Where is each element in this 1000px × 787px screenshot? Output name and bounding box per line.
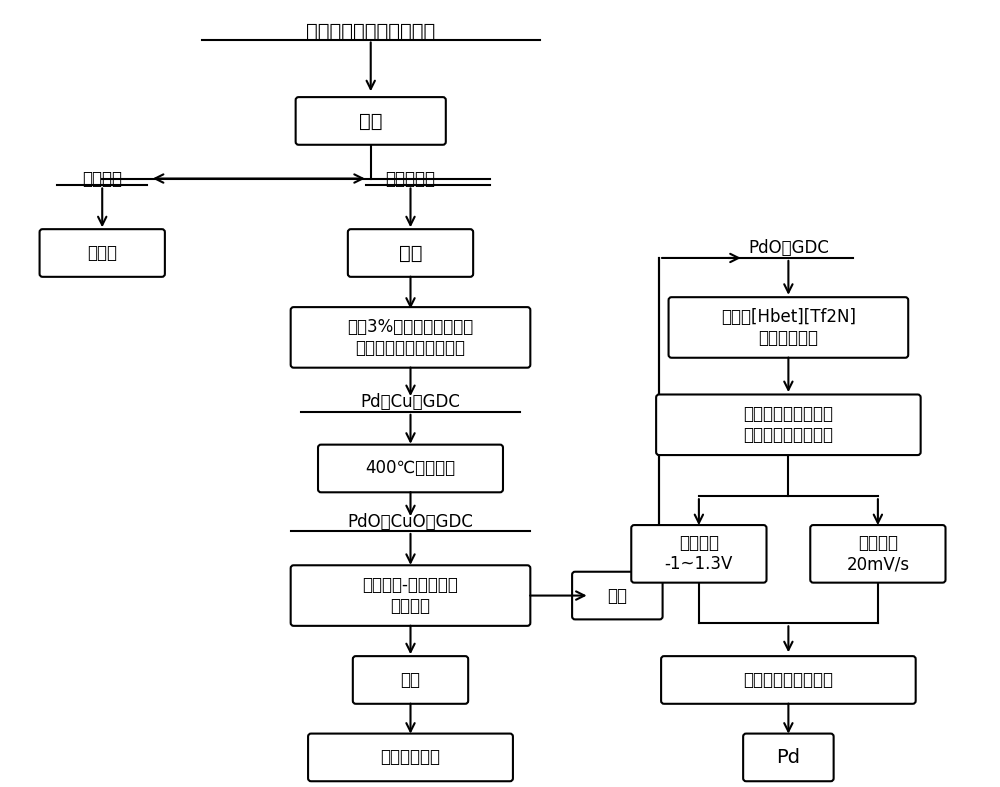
Text: 使用3%辛基酚聚氧乙烯醚
去除有机物、过滤、干燥: 使用3%辛基酚聚氧乙烯醚 去除有机物、过滤、干燥 xyxy=(347,318,474,357)
Text: 电沉积后处理: 电沉积后处理 xyxy=(380,748,440,767)
FancyBboxPatch shape xyxy=(572,571,663,619)
Text: 金属外壳: 金属外壳 xyxy=(82,169,122,187)
FancyBboxPatch shape xyxy=(353,656,468,704)
Text: 退役固体氧化物燃料电池: 退役固体氧化物燃料电池 xyxy=(306,22,435,41)
Text: 滤液: 滤液 xyxy=(400,671,420,689)
FancyBboxPatch shape xyxy=(296,97,446,145)
FancyBboxPatch shape xyxy=(40,229,165,277)
Text: 拆解: 拆解 xyxy=(359,112,382,131)
Text: Pd: Pd xyxy=(776,748,800,767)
Text: 构建三电极体系，利
用浸取液进行电沉积: 构建三电极体系，利 用浸取液进行电沉积 xyxy=(743,405,833,444)
Text: 氯化胆碱-丙二酸中浸
泡、过滤: 氯化胆碱-丙二酸中浸 泡、过滤 xyxy=(363,576,458,615)
Text: 扫描速率
20mV/s: 扫描速率 20mV/s xyxy=(846,534,909,573)
FancyBboxPatch shape xyxy=(661,656,916,704)
Text: PdO、GDC: PdO、GDC xyxy=(748,239,829,257)
FancyBboxPatch shape xyxy=(291,307,530,368)
Text: 过滤，[Hbet][Tf2N]
离子液体浸泡: 过滤，[Hbet][Tf2N] 离子液体浸泡 xyxy=(721,308,856,347)
FancyBboxPatch shape xyxy=(810,525,946,582)
FancyBboxPatch shape xyxy=(656,394,921,455)
Text: 滤渣: 滤渣 xyxy=(607,586,627,604)
FancyBboxPatch shape xyxy=(291,565,530,626)
Text: 离心分离、洗涤干燥: 离心分离、洗涤干燥 xyxy=(743,671,833,689)
FancyBboxPatch shape xyxy=(669,297,908,358)
Text: 粉碎: 粉碎 xyxy=(399,243,422,263)
FancyBboxPatch shape xyxy=(631,525,767,582)
Text: 单电池结构: 单电池结构 xyxy=(386,169,436,187)
FancyBboxPatch shape xyxy=(743,733,834,781)
FancyBboxPatch shape xyxy=(318,445,503,493)
FancyBboxPatch shape xyxy=(308,733,513,781)
Text: 400℃轻度灼烧: 400℃轻度灼烧 xyxy=(365,460,456,478)
Text: Pd、Cu、GDC: Pd、Cu、GDC xyxy=(361,393,460,411)
Text: 后处理: 后处理 xyxy=(87,244,117,262)
Text: PdO、CuO、GDC: PdO、CuO、GDC xyxy=(348,513,473,531)
FancyBboxPatch shape xyxy=(348,229,473,277)
Text: 电位窗口
-1~1.3V: 电位窗口 -1~1.3V xyxy=(665,534,733,573)
